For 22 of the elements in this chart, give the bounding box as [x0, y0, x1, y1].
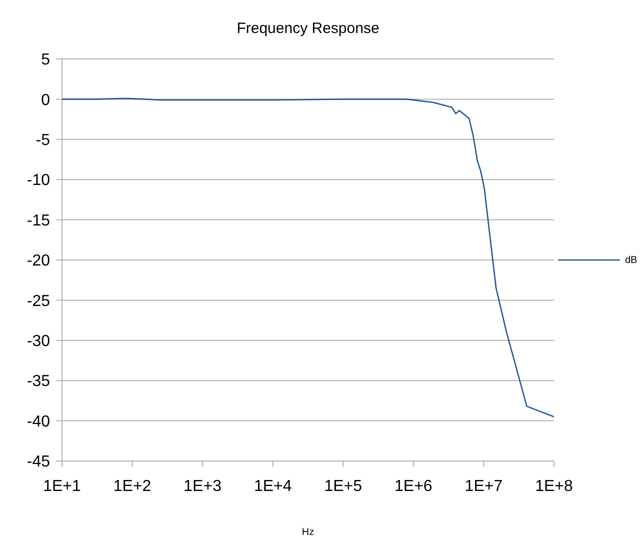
- y-tick-label: 0: [41, 92, 50, 109]
- y-tick-label: -25: [26, 292, 50, 310]
- text: dB: [625, 255, 638, 266]
- y-tick-label: -5: [36, 132, 50, 149]
- x-tick-label: 1E+1: [43, 478, 82, 495]
- y-tick-label: -15: [26, 212, 50, 230]
- x-axis-title: Hz: [302, 527, 314, 538]
- x-tick-label: 1E+5: [324, 478, 362, 495]
- y-tick-label: -20: [26, 252, 50, 270]
- y-tick-label: -35: [26, 373, 50, 390]
- y-tick-label: -10: [26, 172, 50, 190]
- x-tick-label: 1E+7: [464, 478, 503, 495]
- y-tick-label: -40: [26, 413, 50, 430]
- chart-title: Frequency Response: [236, 20, 380, 37]
- y-tick-label: -30: [26, 333, 50, 350]
- x-tick-label: 1E+4: [254, 478, 292, 495]
- x-tick-label: 1E+8: [535, 478, 574, 495]
- x-tick-label: 1E+3: [184, 478, 222, 495]
- y-tick-label: 5: [41, 52, 50, 69]
- x-tick-label: 1E+6: [394, 478, 432, 495]
- x-tick-label: 1E+2: [113, 478, 152, 495]
- y-tick-label: -45: [26, 454, 50, 471]
